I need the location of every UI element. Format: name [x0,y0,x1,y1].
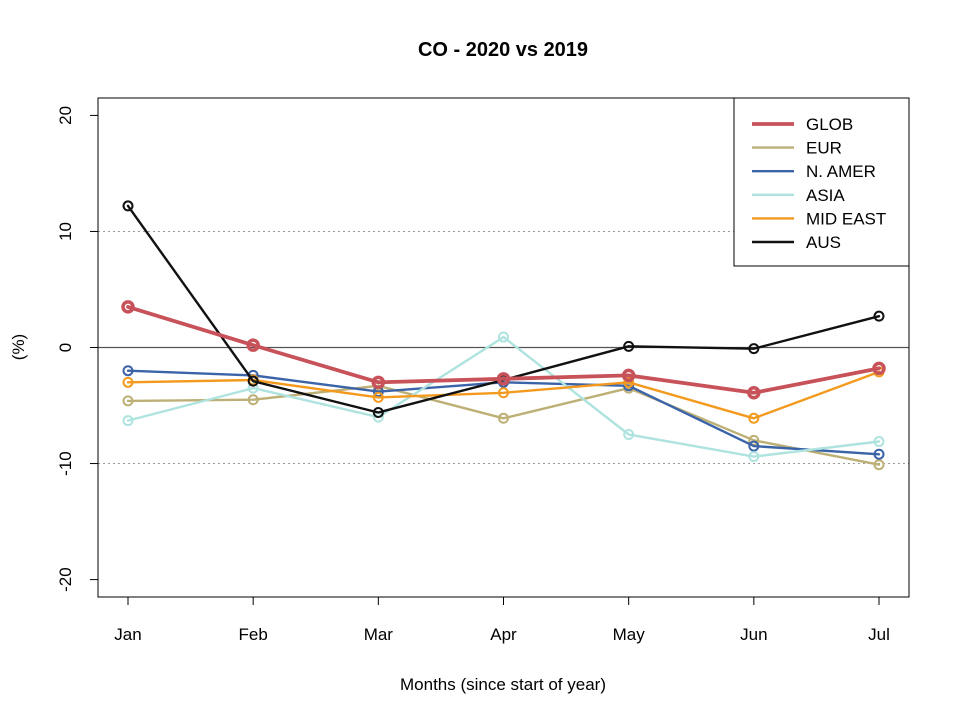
x-tick-label: May [613,625,646,644]
legend-item: MID EAST [752,209,886,228]
data-point [623,429,635,441]
series-layer [121,200,886,471]
legend-label: MID EAST [806,209,886,228]
data-point [748,343,760,355]
data-point [372,391,384,403]
data-point [498,387,509,399]
series-line [126,304,881,395]
data-point [246,338,260,352]
chart-title: CO - 2020 vs 2019 [418,39,588,61]
legend-box [733,97,910,267]
y-tick-label: 0 [56,343,75,352]
data-point [498,331,509,343]
series-line [126,384,881,466]
data-point [371,375,386,390]
data-point [748,412,760,424]
legend-label: GLOB [806,115,853,134]
data-point [872,361,886,376]
y-tick-label: -20 [56,567,75,592]
legend-item: AUS [752,233,841,252]
data-point [747,386,761,400]
data-point [122,200,134,212]
data-point [623,340,635,352]
data-point [122,365,134,377]
legend-item: ASIA [752,186,845,205]
x-tick-label: Feb [239,625,268,644]
legend-label: ASIA [806,186,845,205]
x-tick-label: Apr [490,625,517,644]
data-point [247,394,259,406]
data-point [623,376,635,388]
data-point [873,459,885,471]
data-point [247,375,259,387]
y-tick-label: 20 [56,106,75,125]
data-point [122,415,134,427]
data-point [372,406,384,418]
x-tick-label: Mar [364,625,394,644]
data-point [748,440,760,452]
series-asia [122,331,885,463]
legend-item: N. AMER [752,162,876,181]
data-point [621,368,636,383]
x-tick-label: Jan [114,625,141,644]
x-tick-label: Jun [740,625,767,644]
legend-label: EUR [806,139,842,158]
series-line [126,335,881,458]
data-point [122,395,134,407]
legend-item: EUR [752,139,842,158]
y-tick-label: -10 [56,451,75,476]
series-eur [122,380,885,471]
legend-item: GLOB [752,115,853,134]
data-point [873,448,885,460]
y-tick-label: 10 [56,222,75,241]
data-point [121,300,135,314]
x-axis: Jan Feb Mar Apr May Jun Jul [114,597,890,644]
series-glob [121,300,886,400]
legend-label: N. AMER [806,162,876,181]
y-axis-label: (%) [9,334,28,360]
x-tick-label: Jul [868,625,890,644]
data-point [496,372,511,386]
legend: GLOB EUR N. AMER ASIA MID EAST AUS [733,97,910,267]
data-point [873,310,885,322]
y-axis: -20 -10 0 10 20 [56,106,98,592]
data-point [873,435,885,447]
legend-label: AUS [806,233,841,252]
data-point [122,376,134,388]
data-point [498,412,509,424]
data-point [748,451,760,463]
x-axis-label: Months (since start of year) [400,675,606,694]
